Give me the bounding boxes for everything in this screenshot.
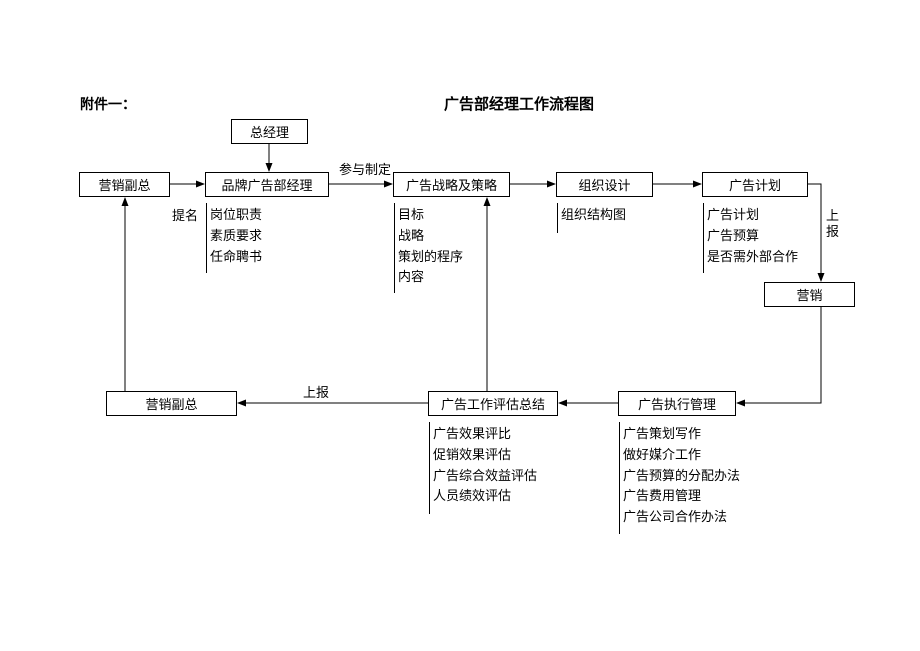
edge-label-report-up: 上报 xyxy=(826,208,840,239)
bullet-item: 广告预算的分配办法 xyxy=(623,466,740,487)
node-brand-mgr: 品牌广告部经理 xyxy=(205,172,329,197)
bullet-item: 组织结构图 xyxy=(561,205,626,226)
bullet-item: 做好媒介工作 xyxy=(623,445,740,466)
bullet-item: 广告计划 xyxy=(707,205,798,226)
bullet-item: 广告策划写作 xyxy=(623,424,740,445)
sep-exec-mgmt xyxy=(619,422,620,534)
bullet-item: 内容 xyxy=(398,267,463,288)
edge-label-report-left: 上报 xyxy=(303,382,329,401)
node-label: 总经理 xyxy=(250,122,289,141)
node-marketing: 营销 xyxy=(764,282,855,307)
attachment-label: 附件一： xyxy=(80,94,136,114)
bullet-item: 目标 xyxy=(398,205,463,226)
edge-label-participate: 参与制定 xyxy=(339,159,391,178)
bullet-item: 任命聘书 xyxy=(210,247,262,268)
node-exec-mgmt: 广告执行管理 xyxy=(618,391,736,416)
bullet-item: 广告效果评比 xyxy=(433,424,537,445)
node-label: 营销副总 xyxy=(98,175,150,194)
page-title: 广告部经理工作流程图 xyxy=(444,93,594,114)
node-vp1: 营销副总 xyxy=(79,172,170,197)
node-label: 营销 xyxy=(796,285,822,304)
node-label: 营销副总 xyxy=(145,394,197,413)
bullet-item: 素质要求 xyxy=(210,226,262,247)
bullet-item: 广告费用管理 xyxy=(623,486,740,507)
bullet-item: 战略 xyxy=(398,226,463,247)
edge-label-nominate: 提名 xyxy=(172,205,198,224)
bullets-strategy: 目标 战略 策划的程序 内容 xyxy=(398,205,463,288)
bullets-org: 组织结构图 xyxy=(561,205,626,226)
node-label: 组织设计 xyxy=(578,175,630,194)
bullet-item: 人员绩效评估 xyxy=(433,486,537,507)
bullets-eval: 广告效果评比 促销效果评估 广告综合效益评估 人员绩效评估 xyxy=(433,424,537,507)
bullets-exec-mgmt: 广告策划写作 做好媒介工作 广告预算的分配办法 广告费用管理 广告公司合作办法 xyxy=(623,424,740,528)
sep-brand-mgr xyxy=(206,203,207,273)
bullet-item: 广告公司合作办法 xyxy=(623,507,740,528)
node-gm: 总经理 xyxy=(231,119,308,144)
node-plan: 广告计划 xyxy=(702,172,808,197)
node-label: 广告工作评估总结 xyxy=(441,394,545,413)
bullet-item: 广告预算 xyxy=(707,226,798,247)
node-label: 广告计划 xyxy=(729,175,781,194)
node-vp2: 营销副总 xyxy=(106,391,237,416)
bullet-item: 策划的程序 xyxy=(398,247,463,268)
bullet-item: 岗位职责 xyxy=(210,205,262,226)
node-strategy: 广告战略及策略 xyxy=(393,172,510,197)
node-org: 组织设计 xyxy=(556,172,653,197)
node-label: 广告战略及策略 xyxy=(406,175,497,194)
bullets-brand-mgr: 岗位职责 素质要求 任命聘书 xyxy=(210,205,262,267)
node-eval: 广告工作评估总结 xyxy=(428,391,558,416)
sep-plan xyxy=(703,203,704,273)
bullet-item: 广告综合效益评估 xyxy=(433,466,537,487)
sep-strategy xyxy=(394,203,395,293)
node-label: 广告执行管理 xyxy=(638,394,716,413)
bullets-plan: 广告计划 广告预算 是否需外部合作 xyxy=(707,205,798,267)
bullet-item: 是否需外部合作 xyxy=(707,247,798,268)
sep-eval xyxy=(429,422,430,514)
sep-org xyxy=(557,203,558,233)
node-label: 品牌广告部经理 xyxy=(221,175,312,194)
bullet-item: 促销效果评估 xyxy=(433,445,537,466)
